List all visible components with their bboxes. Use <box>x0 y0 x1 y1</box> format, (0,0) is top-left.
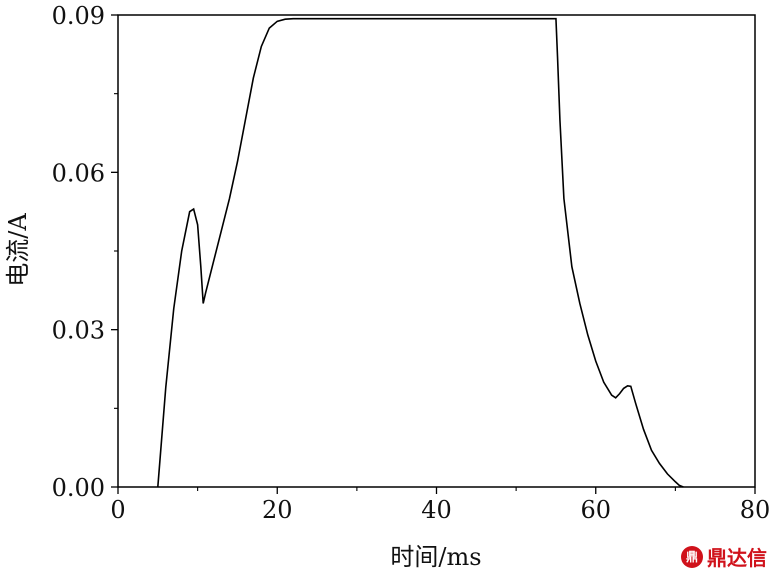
y-axis-title: 电流/A <box>4 213 32 287</box>
x-axis-title: 时间/ms <box>390 543 481 571</box>
y-tick-label-1: 0.03 <box>52 317 105 345</box>
plot-frame <box>117 14 756 488</box>
watermark-text: 鼎达信 <box>707 546 767 570</box>
x-tick-label-1: 20 <box>262 496 293 524</box>
y-tick-label-3: 0.09 <box>52 2 105 30</box>
x-tick-label-3: 60 <box>580 496 611 524</box>
watermark-logo: 鼎 鼎达信 <box>681 542 767 571</box>
y-tick-label-0: 0.00 <box>52 474 105 502</box>
x-tick-label-4: 80 <box>740 496 771 524</box>
y-tick-label-2: 0.06 <box>52 159 105 187</box>
series-line-current <box>157 17 684 488</box>
axis-ticks <box>111 14 756 494</box>
axis-tick-labels: 0 20 40 60 80 0.00 0.03 0.06 0.09 <box>52 2 771 524</box>
x-tick-label-0: 0 <box>110 496 125 524</box>
x-tick-label-2: 40 <box>421 496 452 524</box>
logo-icon: 鼎 <box>681 545 703 568</box>
